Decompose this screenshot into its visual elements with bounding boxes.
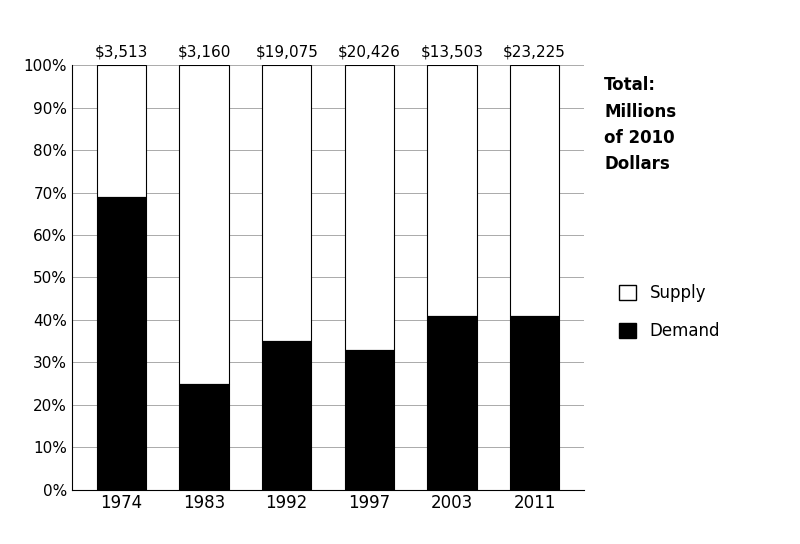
Bar [179,65,229,384]
Bar [427,316,477,490]
Text: Total:
Millions
of 2010
Dollars: Total: Millions of 2010 Dollars [604,76,676,174]
Bar [510,65,559,316]
Bar [427,65,477,316]
Bar [510,316,559,490]
Legend: Supply, Demand: Supply, Demand [613,277,726,347]
Bar [345,65,394,350]
Bar [97,197,146,490]
Bar [97,65,146,197]
Bar [345,350,394,490]
Bar [179,384,229,490]
Bar [262,341,311,490]
Bar [262,65,311,341]
